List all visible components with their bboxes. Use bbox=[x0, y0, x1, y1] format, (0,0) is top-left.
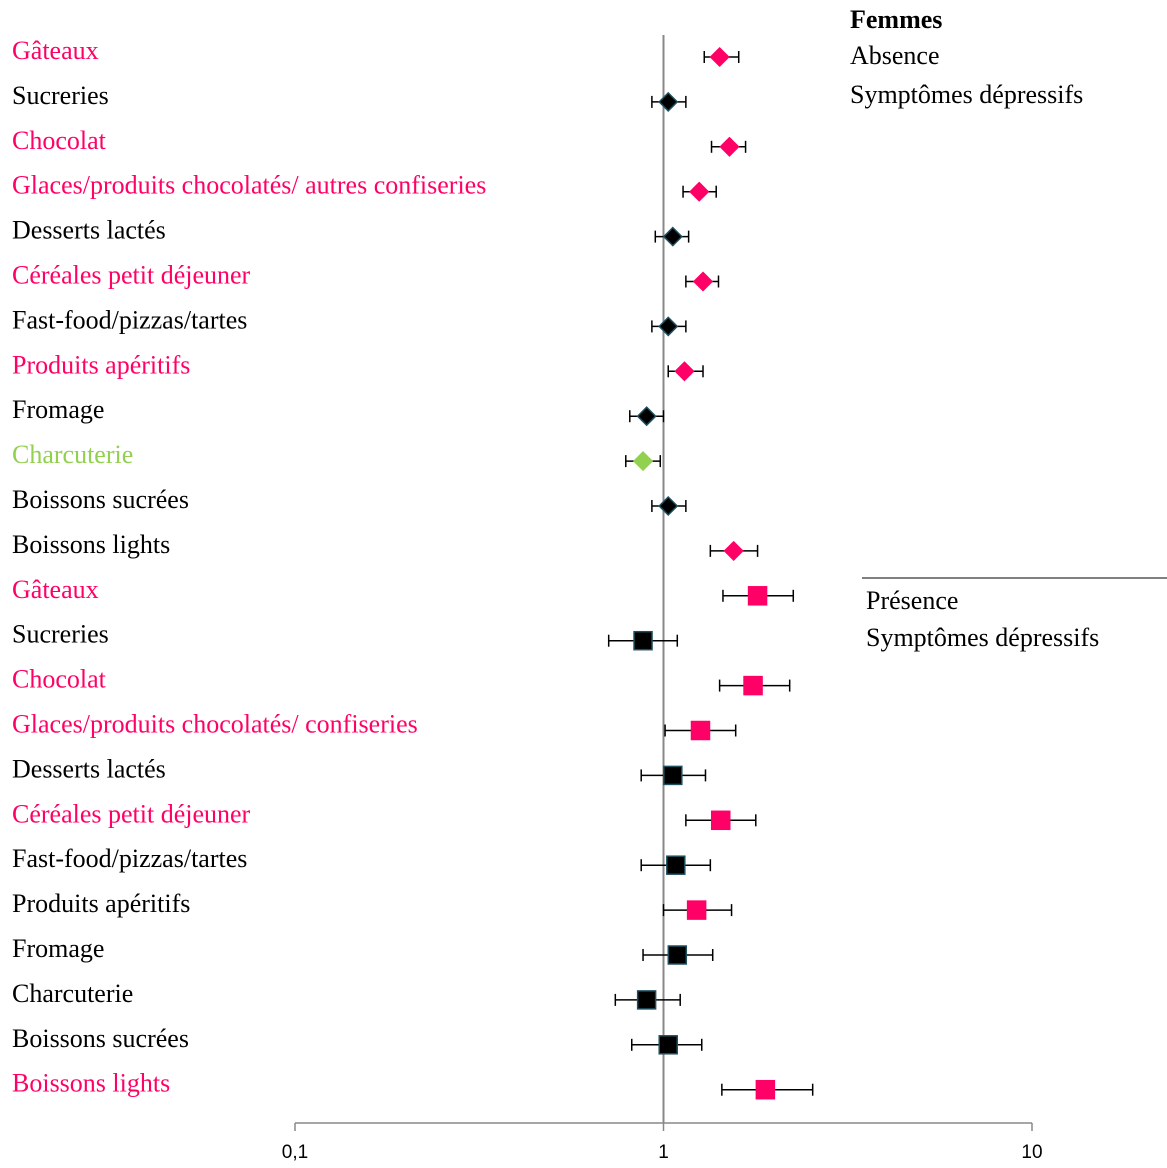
point bbox=[689, 181, 710, 202]
point bbox=[674, 361, 695, 382]
row-label: Fromage bbox=[12, 934, 104, 963]
point bbox=[667, 945, 688, 965]
point bbox=[686, 900, 707, 920]
point bbox=[709, 46, 730, 68]
row-label: Gâteaux bbox=[12, 36, 99, 65]
x-tick-label: 10 bbox=[1021, 1142, 1042, 1163]
point bbox=[658, 316, 679, 337]
point bbox=[666, 855, 686, 875]
point bbox=[636, 406, 657, 427]
row-label: Glaces/produits chocolatés/ confiseries bbox=[12, 709, 418, 738]
row-label: Sucreries bbox=[12, 81, 109, 110]
point bbox=[636, 990, 657, 1010]
point bbox=[755, 1079, 776, 1100]
row-label: Boissons sucrées bbox=[12, 1024, 189, 1053]
row-label: Gâteaux bbox=[12, 575, 99, 604]
point bbox=[658, 495, 679, 517]
row-label: Céréales petit déjeuner bbox=[12, 260, 251, 289]
row-label: Fast-food/pizzas/tartes bbox=[12, 844, 247, 873]
row-label: Charcuterie bbox=[12, 979, 133, 1008]
point bbox=[658, 91, 679, 112]
row-label: Desserts lactés bbox=[12, 754, 166, 783]
point bbox=[633, 630, 653, 651]
row-label: Sucreries bbox=[12, 620, 109, 649]
point bbox=[663, 765, 683, 786]
point bbox=[710, 810, 731, 831]
legend-title: Femmes bbox=[850, 5, 942, 34]
row-label: Produits apéritifs bbox=[12, 889, 190, 918]
row-label: Céréales petit déjeuner bbox=[12, 799, 251, 828]
x-tick-label: 0,1 bbox=[282, 1142, 308, 1163]
point bbox=[719, 136, 740, 157]
legend-name: Absence bbox=[850, 41, 940, 70]
point bbox=[747, 586, 768, 606]
legend-description: Symptômes dépressifs bbox=[866, 623, 1099, 652]
legend-description: Symptômes dépressifs bbox=[850, 80, 1083, 109]
row-label: Fast-food/pizzas/tartes bbox=[12, 305, 247, 334]
row-label: Boissons lights bbox=[12, 530, 170, 559]
x-tick-label: 1 bbox=[658, 1142, 669, 1163]
row-label: Boissons sucrées bbox=[12, 485, 189, 514]
row-label: Fromage bbox=[12, 395, 104, 424]
legend-name: Présence bbox=[866, 586, 958, 615]
row-label: Desserts lactés bbox=[12, 216, 166, 245]
point bbox=[743, 675, 763, 696]
row-label: Charcuterie bbox=[12, 440, 133, 469]
point bbox=[692, 271, 714, 292]
row-label: Chocolat bbox=[12, 126, 107, 155]
row-label: Boissons lights bbox=[12, 1069, 170, 1098]
point bbox=[662, 226, 683, 247]
row-label: Produits apéritifs bbox=[12, 350, 190, 379]
row-label: Chocolat bbox=[12, 665, 107, 694]
point bbox=[658, 1035, 678, 1055]
point bbox=[723, 540, 744, 561]
point bbox=[690, 720, 711, 741]
row-label: Glaces/produits chocolatés/ autres confi… bbox=[12, 171, 486, 200]
point bbox=[632, 451, 654, 472]
